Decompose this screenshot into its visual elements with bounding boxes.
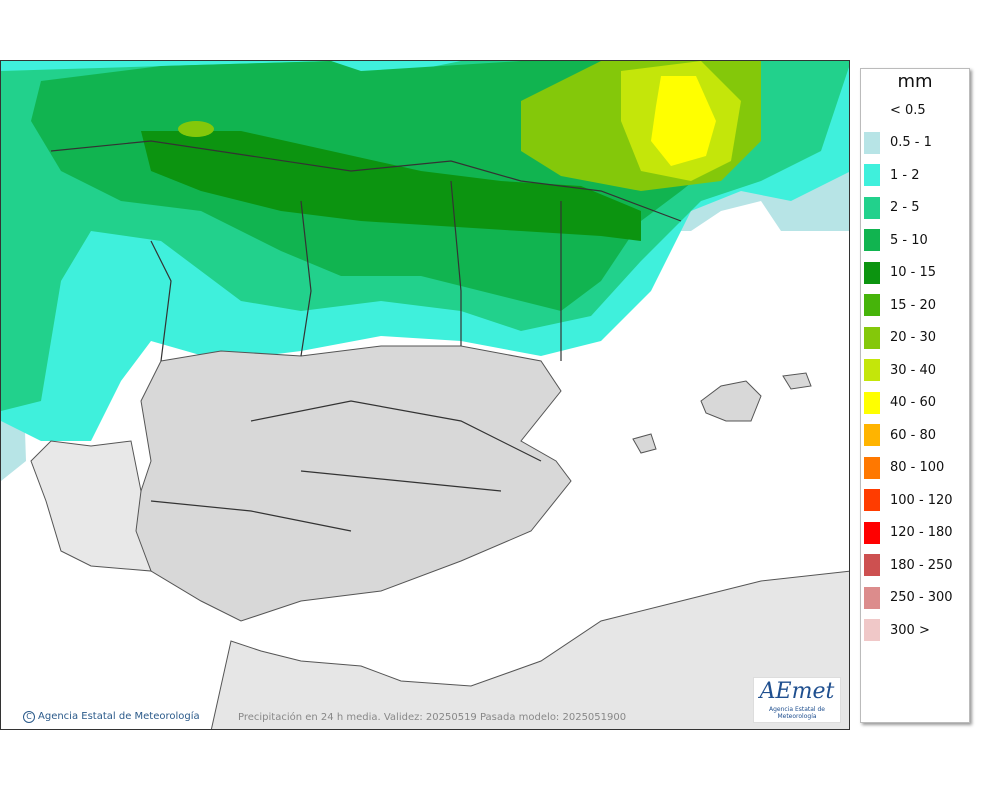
map-canvas bbox=[1, 61, 849, 729]
legend-swatch bbox=[864, 359, 880, 381]
legend-label: 250 - 300 bbox=[890, 590, 953, 605]
legend-unit: mm bbox=[897, 71, 933, 92]
legend-label: 0.5 - 1 bbox=[890, 135, 932, 150]
legend-swatch bbox=[864, 229, 880, 251]
legend-swatch bbox=[864, 326, 880, 349]
legend-swatch bbox=[864, 261, 880, 284]
legend-swatch bbox=[864, 196, 880, 219]
precip-patch-nw bbox=[178, 121, 214, 137]
logo-subtitle: Agencia Estatal de Meteorología bbox=[768, 706, 825, 720]
legend-label: 120 - 180 bbox=[890, 525, 953, 540]
legend-item: 2 - 5 bbox=[864, 196, 920, 219]
legend-item: 1 - 2 bbox=[864, 164, 920, 186]
legend-item: 20 - 30 bbox=[864, 326, 937, 349]
legend-item: < 0.5 bbox=[864, 101, 926, 119]
legend-item: 5 - 10 bbox=[864, 229, 928, 251]
legend-label: 20 - 30 bbox=[890, 330, 937, 345]
aemet-logo: AEmet Agencia Estatal de Meteorología bbox=[753, 677, 841, 723]
legend-item: 30 - 40 bbox=[864, 359, 937, 381]
island-menorca bbox=[782, 372, 812, 390]
legend-item: 250 - 300 bbox=[864, 586, 953, 609]
precipitation-map: C Agencia Estatal de Meteorología Precipi… bbox=[0, 60, 850, 730]
legend-label: 40 - 60 bbox=[890, 395, 937, 410]
legend-swatch bbox=[864, 586, 880, 609]
legend-item: 120 - 180 bbox=[864, 521, 953, 544]
legend-label: 5 - 10 bbox=[890, 232, 928, 248]
legend-swatch bbox=[864, 521, 880, 544]
legend-label: 60 - 80 bbox=[890, 427, 937, 443]
legend-swatch bbox=[864, 619, 880, 641]
map-caption: Precipitación en 24 h media. Validez: 20… bbox=[238, 712, 627, 723]
legend-item: 300 > bbox=[864, 619, 930, 641]
legend-item: 100 - 120 bbox=[864, 489, 953, 511]
legend-swatch bbox=[864, 554, 880, 576]
credit-line: C Agencia Estatal de Meteorología bbox=[23, 711, 200, 723]
legend-label: < 0.5 bbox=[890, 102, 926, 118]
legend-item: 40 - 60 bbox=[864, 391, 937, 414]
legend-label: 1 - 2 bbox=[890, 167, 920, 183]
legend-item: 10 - 15 bbox=[864, 261, 937, 284]
legend-item: 15 - 20 bbox=[864, 294, 937, 316]
legend-label: 100 - 120 bbox=[890, 492, 953, 508]
credit-text: Agencia Estatal de Meteorología bbox=[38, 711, 200, 722]
legend-item: 60 - 80 bbox=[864, 424, 937, 446]
legend-swatch bbox=[864, 489, 880, 511]
copyright-icon: C bbox=[23, 711, 35, 723]
legend-label: 300 > bbox=[890, 622, 930, 638]
region-boundaries bbox=[50, 140, 682, 532]
landmass-africa bbox=[210, 570, 849, 729]
legend-item: 80 - 100 bbox=[864, 456, 945, 479]
legend-label: 180 - 250 bbox=[890, 557, 953, 573]
legend-label: 80 - 100 bbox=[890, 460, 945, 475]
legend-label: 10 - 15 bbox=[890, 265, 937, 280]
legend-swatch bbox=[864, 99, 880, 121]
landmass-portugal bbox=[30, 440, 152, 572]
precipitation-legend: mm < 0.5 0.5 - 1 1 - 2 2 - 5 5 - 10 10 - 15 15… bbox=[860, 68, 970, 723]
legend-label: 30 - 40 bbox=[890, 362, 937, 378]
legend-swatch bbox=[864, 456, 880, 479]
legend-swatch bbox=[864, 391, 880, 414]
island-mallorca bbox=[700, 380, 762, 422]
legend-label: 15 - 20 bbox=[890, 297, 937, 313]
precip-zone-40-60 bbox=[651, 76, 716, 166]
legend-swatch bbox=[864, 164, 880, 186]
legend-swatch bbox=[864, 131, 880, 154]
legend-swatch bbox=[864, 424, 880, 446]
legend-swatch bbox=[864, 294, 880, 316]
legend-item: 180 - 250 bbox=[864, 554, 953, 576]
legend-label: 2 - 5 bbox=[890, 200, 920, 215]
logo-wordmark: AEmet bbox=[759, 679, 835, 704]
island-ibiza bbox=[632, 433, 657, 454]
legend-item: 0.5 - 1 bbox=[864, 131, 932, 154]
